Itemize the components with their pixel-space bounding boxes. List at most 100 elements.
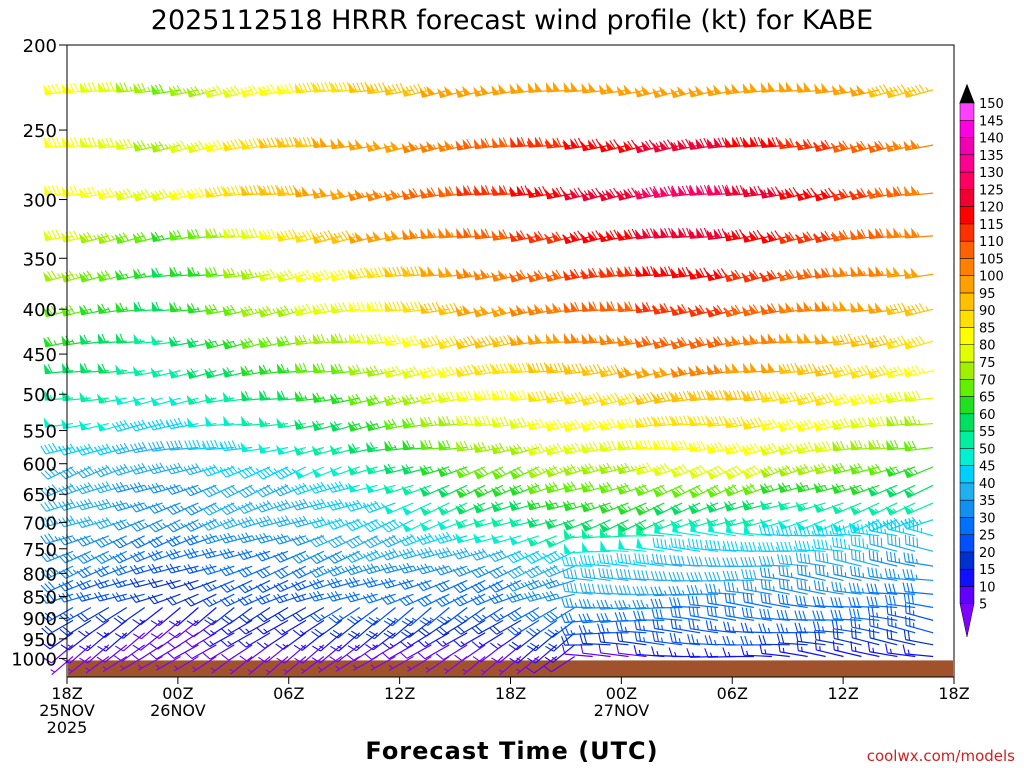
- wind-barb: [78, 231, 109, 244]
- wind-barb: [220, 619, 253, 636]
- colorbar-label: 15: [979, 563, 996, 578]
- wind-barb: [94, 535, 128, 548]
- x-tick-label: 00Z: [162, 684, 193, 703]
- wind-barb: [742, 579, 772, 595]
- colorbar-label: 80: [979, 339, 996, 354]
- wind-barb: [402, 439, 432, 451]
- wind-barb: [240, 365, 271, 377]
- wind-barb: [425, 656, 450, 673]
- wind-barb: [437, 140, 468, 152]
- wind-barb: [581, 267, 611, 280]
- colorbar-over-triangle: [959, 83, 975, 104]
- wind-barb: [705, 583, 737, 595]
- wind-barb: [636, 524, 665, 537]
- wind-barb: [434, 531, 468, 544]
- wind-barb: [258, 443, 289, 454]
- wind-barb: [489, 606, 522, 622]
- wind-barb: [580, 643, 611, 658]
- wind-barb: [542, 590, 575, 602]
- wind-barb: [273, 579, 307, 593]
- wind-barb: [330, 137, 360, 150]
- wind-barb: [634, 462, 665, 476]
- wind-barb: [794, 526, 826, 537]
- wind-barb: [526, 535, 558, 547]
- wind-barb: [292, 619, 325, 637]
- colorbar-label: 60: [979, 408, 996, 423]
- wind-barb: [328, 607, 361, 624]
- y-tick-label: 800: [23, 564, 57, 585]
- wind-barb: [886, 439, 916, 451]
- wind-barb: [527, 81, 557, 94]
- wind-barb: [291, 550, 325, 564]
- wind-barb: [617, 265, 647, 278]
- wind-barb: [509, 517, 540, 528]
- wind-barb: [740, 645, 772, 658]
- wind-barb: [813, 538, 844, 552]
- wind-barb: [886, 266, 916, 278]
- wind-barb: [311, 230, 342, 244]
- colorbar-label: 75: [979, 356, 996, 371]
- wind-barb: [401, 187, 432, 201]
- wind-barb: [579, 554, 611, 567]
- wind-barb: [759, 567, 790, 582]
- wind-barb: [402, 228, 432, 241]
- wind-barb: [330, 333, 360, 344]
- wind-barb: [274, 619, 307, 636]
- wind-barb: [183, 548, 217, 559]
- wind-barb: [526, 517, 557, 528]
- wind-barb: [652, 86, 683, 99]
- colorbar: 5 10 15 20 25 30 35 40 45 50 55 60 65 70 75 80 85 90 95 100…: [959, 83, 1004, 638]
- colorbar-segment: [959, 396, 975, 415]
- colorbar-label: 40: [979, 477, 996, 492]
- wind-barb: [812, 596, 844, 609]
- wind-barb: [455, 390, 486, 402]
- wind-barb: [831, 140, 862, 153]
- wind-barb: [327, 535, 360, 549]
- wind-barb: [795, 231, 826, 244]
- wind-barb: [294, 334, 324, 346]
- colorbar-label: 135: [979, 149, 1004, 164]
- wind-barb: [562, 391, 593, 405]
- wind-barb: [419, 366, 450, 379]
- wind-barb: [830, 597, 862, 609]
- colorbar-segment: [959, 206, 975, 225]
- wind-barb: [419, 85, 450, 98]
- wind-barb: [155, 655, 181, 671]
- wind-barb: [903, 390, 934, 402]
- wind-barb: [419, 484, 450, 497]
- wind-barb: [795, 138, 826, 151]
- wind-barb: [849, 565, 880, 582]
- wind-barb: [599, 83, 629, 95]
- wind-barb: [654, 522, 683, 537]
- wind-barb: [237, 466, 271, 479]
- wind-barb: [437, 86, 468, 99]
- wind-barb: [508, 484, 540, 496]
- wind-barb: [831, 502, 862, 515]
- wind-barb: [491, 533, 522, 545]
- wind-barb: [41, 619, 74, 635]
- wind-barb: [849, 462, 880, 475]
- wind-barb: [241, 415, 271, 427]
- wind-barb: [598, 632, 629, 646]
- wind-barb: [202, 644, 235, 660]
- wind-barb: [329, 421, 360, 432]
- wind-barb: [129, 564, 163, 575]
- wind-barb: [399, 644, 432, 659]
- wind-barb: [526, 482, 558, 495]
- wind-barb: [812, 621, 844, 634]
- wind-barb: [796, 301, 826, 313]
- wind-barb: [148, 440, 181, 452]
- wind-barb: [724, 185, 754, 197]
- wind-barb: [437, 335, 468, 350]
- wind-barb: [41, 606, 74, 622]
- wind-barb: [545, 632, 576, 652]
- wind-barb: [885, 502, 916, 516]
- colorbar-segment: [959, 154, 975, 173]
- wind-barb: [112, 564, 145, 576]
- wind-barb: [312, 136, 342, 149]
- colorbar-label: 145: [979, 114, 1004, 129]
- wind-barb: [94, 464, 127, 478]
- wind-barb: [759, 230, 790, 244]
- wind-barb: [470, 565, 504, 579]
- wind-barb: [491, 362, 522, 375]
